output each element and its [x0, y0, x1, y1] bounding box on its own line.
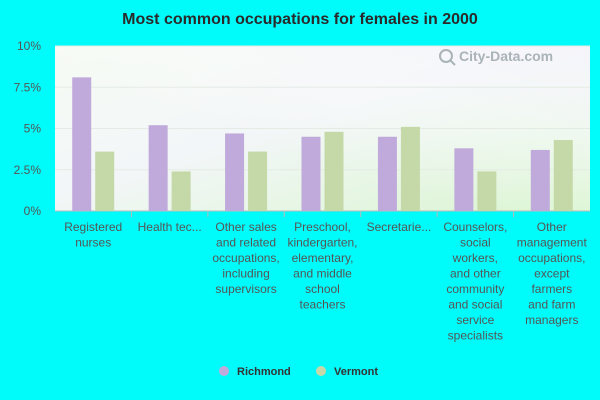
- legend-label-vermont: Vermont: [334, 366, 378, 378]
- watermark-text: City-Data.com: [459, 48, 553, 64]
- y-tick-label: 7.5%: [14, 80, 42, 94]
- bar-richmond: [377, 136, 397, 211]
- y-tick-label: 0%: [24, 204, 42, 218]
- chart-title: Most common occupations for females in 2…: [122, 11, 478, 28]
- legend-swatch-vermont: [316, 366, 326, 376]
- y-tick-label: 10%: [17, 39, 41, 53]
- x-tick-label: Other sales and related occupations, includ…: [212, 220, 279, 296]
- legend: Richmond Vermont: [219, 366, 378, 378]
- bar-richmond: [454, 148, 474, 211]
- x-tick-label: Counselors, social workers, and other commun…: [443, 220, 507, 343]
- y-tick-label: 2.5%: [14, 163, 42, 177]
- bar-vermont: [477, 171, 497, 211]
- bar-vermont: [400, 126, 420, 211]
- x-tick-label: Secretarie...: [367, 220, 432, 234]
- bar-vermont: [171, 171, 191, 211]
- bar-richmond: [530, 149, 550, 211]
- bar-vermont: [248, 151, 268, 211]
- bar-richmond: [225, 133, 245, 211]
- bar-vermont: [553, 140, 573, 211]
- x-tick-label: Registered nurses: [64, 220, 122, 250]
- x-tick-label: Preschool, kindergarten, elementary, and mi…: [287, 220, 357, 312]
- search-icon-handle: [449, 59, 456, 66]
- bar-vermont: [95, 151, 115, 211]
- bar-richmond: [148, 125, 168, 211]
- bar-richmond: [301, 136, 321, 211]
- y-tick-label: 5%: [24, 122, 42, 136]
- legend-label-richmond: Richmond: [237, 366, 291, 378]
- legend-swatch-richmond: [219, 366, 229, 376]
- gridlines: [55, 45, 590, 212]
- bar-vermont: [324, 131, 344, 211]
- bars: [72, 77, 573, 211]
- x-tick-label: Other management occupations, except farmers…: [517, 220, 588, 327]
- bar-richmond: [72, 77, 92, 211]
- watermark: City-Data.com: [439, 48, 553, 66]
- x-axis: Registered nurses Health tec... Other sales…: [64, 211, 587, 343]
- search-icon: [439, 49, 453, 63]
- x-tick-label: Health tec...: [138, 220, 202, 234]
- y-axis: 0% 2.5% 5% 7.5% 10%: [14, 39, 42, 218]
